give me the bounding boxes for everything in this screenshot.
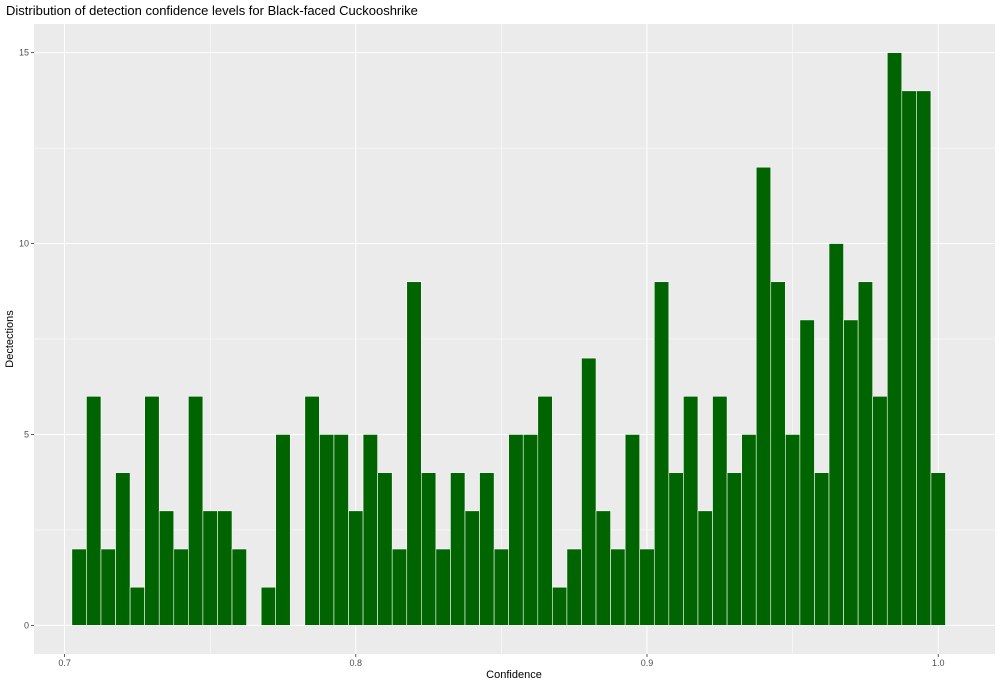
histogram-bar xyxy=(639,548,655,626)
histogram-bar xyxy=(304,395,320,626)
x-tick-label: 0.7 xyxy=(58,658,71,668)
histogram-bar xyxy=(435,548,451,626)
histogram-bar xyxy=(653,281,670,626)
histogram-bar xyxy=(537,395,553,626)
histogram-bar xyxy=(843,319,859,626)
x-axis: 0.7 0.8 0.9 1.0 xyxy=(58,654,944,668)
histogram-bar xyxy=(872,395,888,626)
y-axis: 0 5 10 15 xyxy=(19,48,34,630)
histogram-bar xyxy=(362,434,378,626)
histogram-bar xyxy=(129,586,145,626)
histogram-bar xyxy=(450,472,466,626)
y-tick-label: 0 xyxy=(24,620,29,630)
histogram-bar xyxy=(173,548,189,626)
histogram-bar xyxy=(479,472,495,626)
histogram-bar xyxy=(522,434,539,626)
histogram-bar xyxy=(333,434,349,626)
histogram-bar xyxy=(886,52,903,626)
histogram-bar xyxy=(275,434,291,626)
histogram-bar xyxy=(726,472,742,626)
x-axis-title: Confidence xyxy=(486,669,542,681)
histogram-bar xyxy=(930,472,946,626)
y-tick-label: 5 xyxy=(24,429,29,439)
y-tick-label: 10 xyxy=(19,239,29,249)
x-tick-label: 1.0 xyxy=(932,658,945,668)
chart-title: Distribution of detection confidence lev… xyxy=(6,3,418,18)
histogram-bar xyxy=(158,510,175,626)
histogram-bar xyxy=(697,510,713,626)
histogram-bar xyxy=(581,357,597,626)
histogram-bar xyxy=(916,90,932,626)
histogram-bar xyxy=(71,548,87,626)
histogram-bar xyxy=(231,548,247,626)
histogram-bar xyxy=(100,548,116,626)
histogram-bar xyxy=(144,395,160,626)
histogram-bar xyxy=(610,548,626,626)
histogram-bars xyxy=(71,52,946,626)
histogram-bar xyxy=(319,434,335,626)
histogram-bar xyxy=(86,395,102,626)
histogram-bar xyxy=(508,434,524,626)
y-axis-title: Dectections xyxy=(4,310,16,368)
histogram-bar xyxy=(668,472,684,626)
histogram-bar xyxy=(814,472,830,626)
histogram-bar xyxy=(741,434,757,626)
histogram-bar xyxy=(712,395,728,626)
histogram-bar xyxy=(217,510,233,626)
histogram-bar xyxy=(260,586,277,626)
histogram-bar xyxy=(595,510,611,626)
histogram-bar xyxy=(799,319,815,626)
histogram-bar xyxy=(493,548,509,626)
histogram-bar xyxy=(857,281,873,626)
histogram-bar xyxy=(566,548,582,626)
histogram-bar xyxy=(115,472,131,626)
histogram-bar xyxy=(348,510,364,626)
histogram-bar xyxy=(785,434,801,626)
histogram-bar xyxy=(391,548,408,626)
x-tick-label: 0.9 xyxy=(641,658,654,668)
y-tick-label: 15 xyxy=(19,48,29,58)
histogram-bar xyxy=(901,90,917,626)
histogram-bar xyxy=(377,472,393,626)
histogram-bar xyxy=(624,434,641,626)
histogram-bar xyxy=(552,586,568,626)
histogram-bar xyxy=(421,472,437,626)
histogram-bar xyxy=(406,281,422,626)
histogram-bar xyxy=(464,510,480,626)
histogram-bar xyxy=(828,243,844,626)
histogram-bar xyxy=(770,281,786,626)
histogram-bar xyxy=(683,395,699,626)
x-tick-label: 0.8 xyxy=(350,658,363,668)
histogram-bar xyxy=(755,166,772,626)
histogram-bar xyxy=(202,510,218,626)
histogram-bar xyxy=(188,395,204,626)
